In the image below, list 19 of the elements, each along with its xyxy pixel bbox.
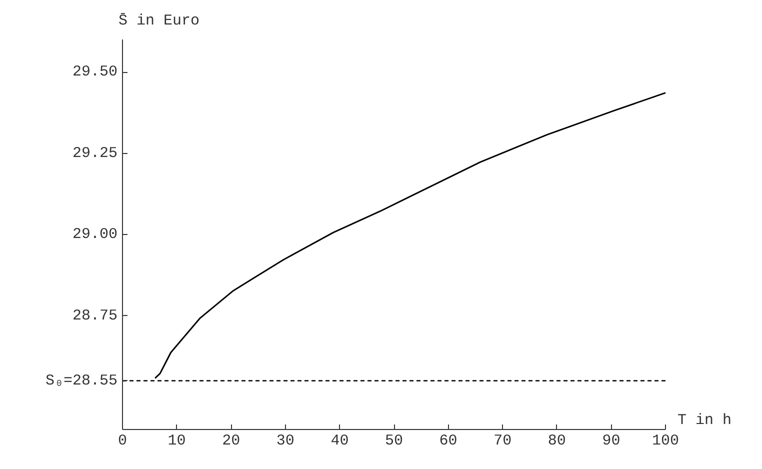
x-tick-label: 10 [168,432,186,450]
x-tick-label: 30 [276,432,294,450]
x-tick-label: 60 [439,432,458,450]
y-tick-label: 29.50 [72,64,118,80]
x-tick-label: 0 [118,432,128,450]
y-tick-label: 29.25 [72,144,118,162]
y-tick-label: 28.75 [72,307,118,324]
x-tick-label: 40 [330,432,349,450]
x-tick-label: 80 [548,432,566,450]
x-tick-label: 90 [602,432,620,450]
y-tick-label: 29.00 [72,226,118,243]
line-series [154,92,666,379]
x-tick-label: 70 [494,432,512,450]
x-axis-title: T in h [678,412,732,429]
x-tick-label: 20 [222,432,240,450]
y-tick-label: S₀=28.55 [45,372,118,390]
x-tick-label: 100 [652,432,680,450]
y-axis-title: S̄ in Euro [118,12,200,30]
x-tick-label: 50 [385,432,404,450]
